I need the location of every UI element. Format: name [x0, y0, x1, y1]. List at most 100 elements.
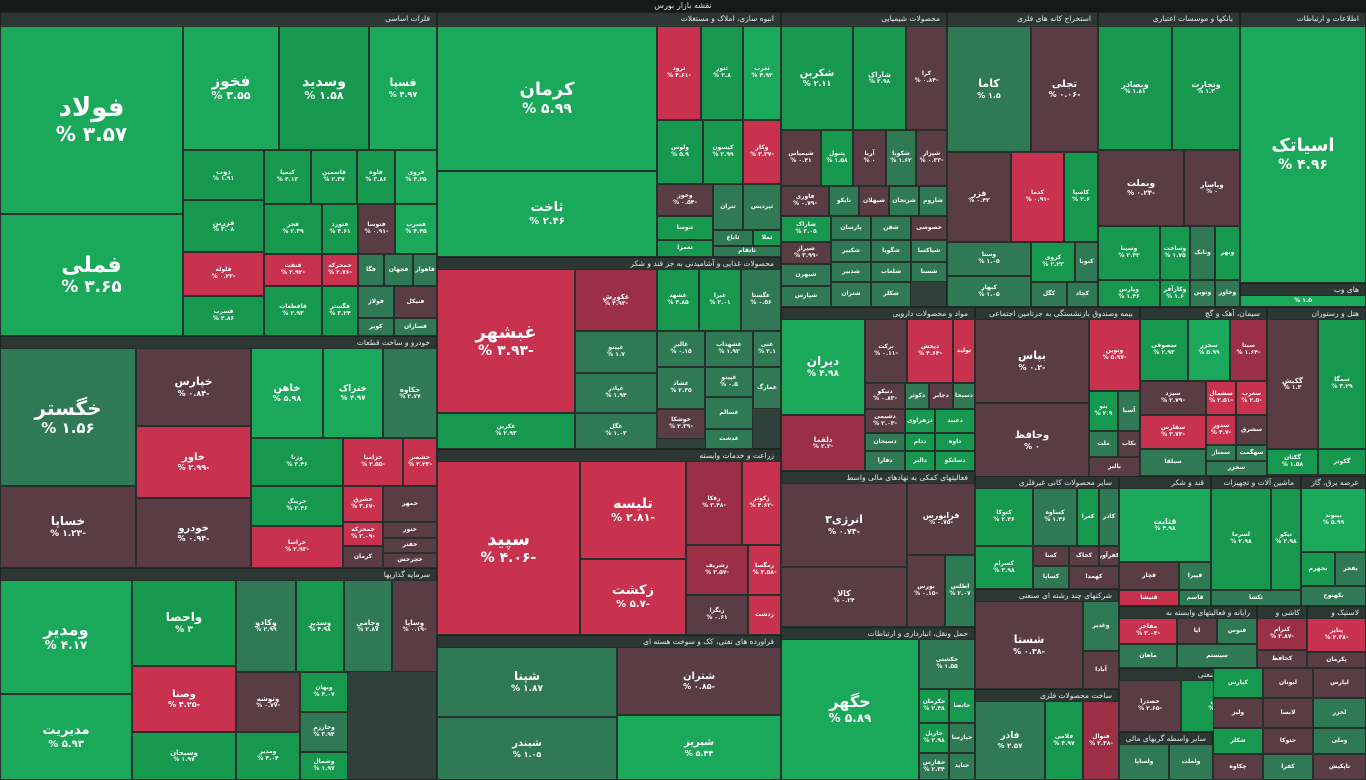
stock-tile[interactable]: فاهواز — [413, 254, 437, 286]
stock-tile[interactable]: لسرما ۲.۹۸ % — [1211, 488, 1271, 590]
sector-header[interactable]: بیمه وصندوق بازنشستگی به جزتامین اجتماعی — [976, 308, 1139, 320]
stock-tile[interactable]: غپینو ۰.۵ % — [705, 367, 753, 397]
stock-tile[interactable]: بکاب — [1118, 431, 1140, 457]
stock-tile[interactable]: دتیکو -۰.۸۳ % — [865, 383, 905, 409]
stock-tile[interactable]: زفکا -۳.۴۸ % — [686, 461, 742, 545]
stock-tile[interactable]: ختراک ۴.۹۷ % — [323, 348, 383, 438]
stock-tile[interactable]: کروی ۲.۲۳ % — [1031, 242, 1075, 282]
stock-tile[interactable]: غبشهر -۳.۹۳ % — [437, 269, 575, 413]
stock-tile[interactable]: کترام -۲.۸۷ % — [1257, 618, 1307, 650]
stock-tile[interactable]: ونوین — [1190, 280, 1215, 307]
stock-tile[interactable]: حتاید — [949, 753, 975, 780]
sector-header[interactable]: مواد و محصولات دارویی — [782, 308, 974, 320]
stock-tile[interactable]: دسبحان — [865, 433, 905, 451]
stock-tile[interactable]: شپاکسا — [911, 240, 947, 262]
stock-tile[interactable]: وسدید ۱.۵۸ % — [279, 26, 369, 150]
stock-tile[interactable]: سشمال -۲.۵۱ % — [1206, 381, 1236, 415]
stock-tile[interactable]: فسپا ۴.۹۷ % — [369, 26, 437, 150]
stock-tile[interactable]: وبهان ۴.۰۷ % — [300, 672, 348, 712]
stock-tile[interactable]: قاسم — [1179, 590, 1211, 606]
stock-tile[interactable]: سیستم — [1177, 644, 1257, 668]
stock-tile[interactable]: بنو ۲.۹ % — [1089, 391, 1118, 431]
sector-header[interactable]: فعالیتهای کمکی به نهادهای مالی واسط — [782, 472, 974, 484]
stock-tile[interactable]: غدشت — [705, 429, 753, 449]
stock-tile[interactable]: کاذر — [1099, 488, 1119, 546]
stock-tile[interactable]: ۱.۵ % — [1240, 295, 1366, 307]
stock-tile[interactable]: دکوثر — [905, 383, 929, 409]
stock-tile[interactable]: بجهرم — [1301, 552, 1335, 586]
sector-header[interactable]: هتل و رستوران — [1268, 308, 1365, 320]
stock-tile[interactable]: فجهان — [384, 254, 413, 286]
stock-tile[interactable]: وجامی ۲.۸۷ % — [344, 580, 392, 672]
stock-tile[interactable]: ومدیر ۴.۱۷ % — [0, 580, 132, 694]
sector-header[interactable]: فلزات اساسی — [1, 13, 436, 25]
sector-header[interactable]: سیمان، آهک و گچ — [1141, 308, 1266, 320]
stock-tile[interactable]: سصوفی ۲.۹۳ % — [1140, 319, 1188, 381]
stock-tile[interactable]: خوشکا -۲.۳۹ % — [657, 409, 705, 439]
stock-tile[interactable]: خصوصی — [911, 216, 947, 240]
stock-tile[interactable]: بپاس -۰.۲ % — [975, 319, 1089, 403]
stock-tile[interactable]: وکارآفر ۱.۶ % — [1160, 280, 1190, 307]
sector-header[interactable]: سرمایه گذاریها — [1, 569, 436, 581]
stock-tile[interactable]: خشصر -۳.۲۳ % — [403, 438, 437, 486]
stock-tile[interactable]: فجر ۲.۳۹ % — [264, 204, 322, 254]
stock-tile[interactable]: فسازان — [394, 318, 437, 336]
stock-tile[interactable]: ثاخت ۲.۴۶ % — [437, 171, 657, 257]
stock-tile[interactable]: بالبر — [1089, 457, 1140, 478]
stock-tile[interactable]: غگل ۱.۰۳ % — [575, 413, 657, 449]
stock-tile[interactable]: غمارگ — [753, 367, 781, 409]
stock-tile[interactable]: آریا ۰ % — [853, 130, 886, 186]
stock-tile[interactable]: لابسا — [1263, 698, 1313, 728]
stock-tile[interactable]: شکلر — [871, 282, 911, 307]
stock-tile[interactable]: گکوثر — [1318, 449, 1366, 475]
stock-tile[interactable]: اطلس ۲.۰۷ % — [945, 555, 975, 627]
stock-tile[interactable]: کهمدا — [1069, 566, 1119, 589]
stock-tile[interactable]: وسنا ۱.۰۵ % — [947, 242, 1031, 276]
stock-tile[interactable]: قچار — [1119, 562, 1179, 590]
stock-tile[interactable]: سمتاز — [1206, 445, 1236, 461]
stock-tile[interactable]: خصدرا -۲.۶۵ % — [1119, 680, 1181, 732]
stock-tile[interactable]: وکادو ۲.۹۹ % — [236, 580, 296, 672]
stock-tile[interactable]: وسینا ۲.۴۲ % — [1098, 226, 1160, 280]
stock-tile[interactable]: تلیسه -۲.۸۱ % — [580, 461, 686, 559]
stock-tile[interactable]: کفرا — [1263, 754, 1313, 780]
stock-tile[interactable]: خشرق -۳.۶۷ % — [343, 486, 383, 522]
stock-tile[interactable]: شیراز -۳.۹۹ % — [781, 242, 831, 264]
stock-tile[interactable]: غشهد ۴.۸۵ % — [657, 269, 699, 331]
stock-tile[interactable]: کاسپا ۲.۶ % — [1064, 152, 1098, 242]
stock-tile[interactable]: انرژی۳ -۰.۷۴ % — [781, 483, 907, 567]
stock-tile[interactable]: شگویا — [871, 240, 911, 262]
stock-tile[interactable]: وبهر — [1215, 226, 1240, 280]
stock-tile[interactable]: ددام — [905, 433, 935, 451]
stock-tile[interactable]: سیتا -۱.۶۴ % — [1230, 319, 1267, 381]
stock-tile[interactable]: سیلقا — [1140, 449, 1206, 476]
stock-tile[interactable]: خپارس -۰.۸۴ % — [136, 348, 251, 426]
stock-tile[interactable]: کنوبا — [1075, 242, 1098, 282]
stock-tile[interactable]: شاروم — [919, 186, 947, 216]
stock-tile[interactable]: خچرخش — [383, 553, 437, 568]
stock-tile[interactable]: گکثان ۱.۵۸ % — [1267, 449, 1318, 475]
stock-tile[interactable]: ختور — [383, 522, 437, 538]
stock-tile[interactable]: کخاک — [1069, 546, 1099, 566]
stock-tile[interactable]: شپزار -۰.۳۳ % — [916, 130, 947, 186]
stock-tile[interactable]: فنوال -۳.۳۸ % — [1083, 701, 1119, 780]
stock-tile[interactable]: کگل — [1031, 282, 1067, 307]
stock-tile[interactable]: شپهلان — [859, 186, 889, 216]
stock-tile[interactable]: بفجر — [1335, 552, 1366, 586]
stock-tile[interactable]: شکلر — [1213, 728, 1263, 754]
stock-tile[interactable]: وخارزم ۳.۹۴ % — [300, 712, 348, 752]
stock-tile[interactable]: سمگا ۳.۲۹ % — [1318, 319, 1366, 449]
stock-tile[interactable]: فاوری -۰.۷۹ % — [781, 186, 829, 216]
stock-tile[interactable]: زکشت -۵.۷ % — [580, 559, 686, 635]
stock-tile[interactable]: مدیریت ۵.۹۳ % — [0, 694, 132, 780]
stock-tile[interactable]: خاور -۲.۹۹ % — [136, 426, 251, 498]
stock-tile[interactable]: داوه — [935, 433, 975, 451]
stock-tile[interactable]: وپاسار ۰ % — [1184, 150, 1240, 226]
stock-tile[interactable]: کغرا — [1077, 488, 1099, 546]
stock-tile[interactable]: سخزر ۵.۹۹ % — [1188, 319, 1230, 381]
stock-tile[interactable]: فروی ۴.۲۵ % — [395, 150, 437, 204]
stock-tile[interactable]: کحافظ — [1257, 650, 1307, 668]
stock-tile[interactable]: سیزد -۲.۷۹ % — [1140, 381, 1206, 415]
stock-tile[interactable]: ثملا — [753, 230, 781, 246]
stock-tile[interactable]: غسالم — [705, 397, 753, 429]
